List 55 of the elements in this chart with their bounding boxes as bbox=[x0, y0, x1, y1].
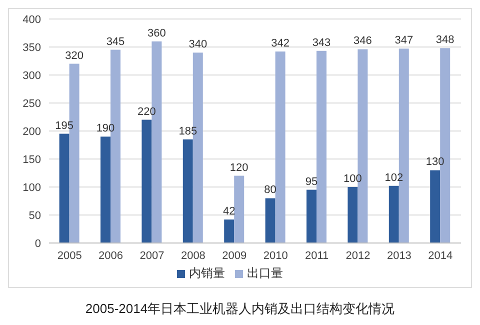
x-tick-label: 2011 bbox=[304, 250, 329, 262]
x-tick-label: 2006 bbox=[98, 250, 124, 262]
x-tick-label: 2008 bbox=[180, 250, 206, 262]
x-tick-label: 2012 bbox=[346, 250, 370, 262]
data-label: 95 bbox=[305, 176, 318, 188]
data-label: 360 bbox=[148, 27, 166, 40]
y-tick-label: 250 bbox=[22, 98, 41, 110]
x-tick-label: 2007 bbox=[140, 250, 164, 262]
y-tick-label: 400 bbox=[22, 14, 41, 26]
data-label: 80 bbox=[264, 184, 276, 196]
bar bbox=[265, 198, 276, 243]
bar bbox=[348, 187, 358, 243]
bar bbox=[142, 120, 152, 243]
x-tick-label: 2013 bbox=[386, 250, 412, 262]
data-label: 130 bbox=[426, 156, 444, 168]
legend-label: 出口量 bbox=[247, 266, 283, 280]
bar bbox=[59, 134, 70, 243]
data-label: 220 bbox=[138, 106, 156, 118]
y-tick-label: 100 bbox=[22, 182, 41, 194]
data-label: 42 bbox=[222, 205, 236, 218]
data-label: 185 bbox=[178, 125, 198, 138]
x-tick-label: 2014 bbox=[428, 250, 453, 262]
bar bbox=[182, 139, 193, 243]
data-label: 195 bbox=[55, 120, 74, 132]
y-tick-label: 0 bbox=[34, 238, 41, 250]
x-tick-label: 2009 bbox=[222, 250, 247, 262]
x-tick-label: 2005 bbox=[57, 250, 82, 262]
y-tick-label: 350 bbox=[22, 42, 41, 54]
data-label: 120 bbox=[230, 162, 248, 174]
data-label: 100 bbox=[344, 173, 362, 185]
legend-label: 内销量 bbox=[189, 266, 225, 280]
bar bbox=[234, 176, 244, 243]
y-tick-label: 200 bbox=[22, 126, 41, 138]
bar bbox=[316, 50, 326, 243]
data-label: 320 bbox=[65, 50, 84, 62]
data-label: 190 bbox=[96, 122, 115, 135]
bar bbox=[100, 136, 110, 243]
bar bbox=[430, 170, 440, 243]
data-label: 348 bbox=[436, 34, 454, 46]
y-tick-label: 50 bbox=[28, 210, 41, 222]
bar bbox=[224, 219, 234, 243]
data-label: 343 bbox=[312, 36, 331, 49]
y-tick-label: 150 bbox=[22, 154, 41, 166]
y-tick-label: 300 bbox=[22, 70, 41, 82]
data-label: 345 bbox=[106, 36, 125, 48]
x-tick-label: 2010 bbox=[263, 250, 288, 262]
data-label: 347 bbox=[394, 34, 414, 47]
data-label: 102 bbox=[384, 172, 404, 184]
text: 2005-2014年日本工业机器人内销及出口结构变化情况 bbox=[84, 300, 396, 318]
bar bbox=[275, 51, 286, 243]
data-label: 346 bbox=[354, 35, 372, 48]
data-label: 342 bbox=[271, 37, 290, 50]
data-label: 340 bbox=[188, 38, 208, 51]
bar bbox=[306, 190, 316, 243]
bar bbox=[388, 186, 399, 243]
